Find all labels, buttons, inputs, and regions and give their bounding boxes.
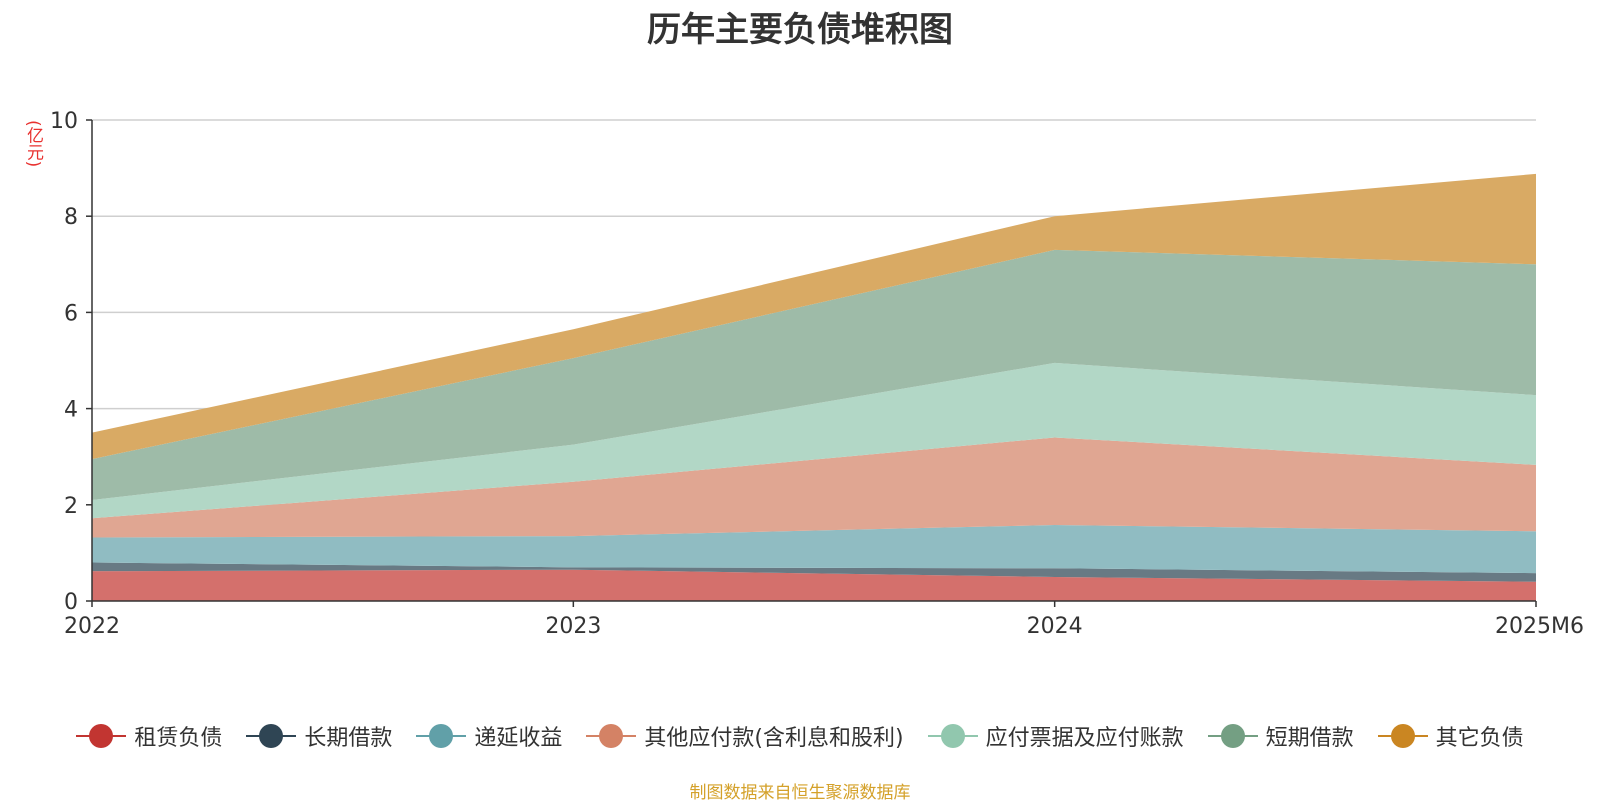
x-tick-label-1: 2023 bbox=[545, 614, 601, 639]
y-tick-label-5: 10 bbox=[50, 109, 78, 134]
legend-swatch-0 bbox=[76, 724, 127, 748]
legend-item-6[interactable]: 其它负债 bbox=[1377, 720, 1524, 752]
y-axis-unit-label: (亿元) bbox=[23, 120, 43, 168]
legend-item-5[interactable]: 短期借款 bbox=[1207, 720, 1354, 752]
y-tick-label-4: 8 bbox=[64, 205, 78, 230]
legend-item-0[interactable]: 租赁负债 bbox=[76, 720, 222, 752]
y-tick-label-1: 2 bbox=[64, 494, 78, 519]
legend-label-3: 其他应付款(含利息和股利) bbox=[644, 726, 904, 751]
x-tick-label-2: 2024 bbox=[1027, 614, 1083, 639]
legend-label-2: 递延收益 bbox=[474, 726, 563, 751]
area-series-5 bbox=[92, 249, 1536, 500]
legend-label-4: 应付票据及应付账款 bbox=[985, 726, 1184, 751]
legend: 租赁负债 长期借款 递延收益 其他应付款(含利息和股利) 应付票据及应付账款 短期借款 其它… bbox=[0, 716, 1600, 756]
area-series-2 bbox=[92, 525, 1536, 574]
legend-item-4[interactable]: 应付票据及应付账款 bbox=[927, 720, 1184, 752]
area-series-4 bbox=[92, 362, 1536, 519]
chart-title: 历年主要负债堆积图 bbox=[647, 10, 953, 50]
area-series-3 bbox=[92, 437, 1536, 538]
y-tick-label-0: 0 bbox=[64, 590, 78, 615]
x-tick-label-3: 2025M6 bbox=[1495, 614, 1584, 639]
legend-swatch-5 bbox=[1207, 724, 1258, 748]
legend-swatch-3 bbox=[586, 724, 637, 748]
legend-label-1: 长期借款 bbox=[304, 726, 393, 751]
y-tick-label-2: 4 bbox=[64, 398, 78, 423]
y-tick-label-3: 6 bbox=[64, 301, 78, 326]
legend-label-0: 租赁负债 bbox=[134, 726, 223, 751]
legend-swatch-2 bbox=[416, 724, 467, 748]
x-tick-label-0: 2022 bbox=[64, 614, 120, 639]
legend-swatch-6 bbox=[1377, 724, 1428, 748]
legend-item-3[interactable]: 其他应付款(含利息和股利) bbox=[586, 720, 904, 752]
legend-item-1[interactable]: 长期借款 bbox=[246, 720, 392, 752]
legend-item-2[interactable]: 递延收益 bbox=[416, 720, 562, 752]
area-series bbox=[92, 173, 1536, 601]
area-series-1 bbox=[92, 562, 1536, 582]
legend-swatch-1 bbox=[246, 724, 297, 748]
area-series-6 bbox=[92, 173, 1536, 460]
legend-label-6: 其它负债 bbox=[1435, 726, 1524, 751]
area-series-0 bbox=[92, 569, 1536, 601]
data-source-note: 制图数据来自恒生聚源数据库 bbox=[689, 783, 911, 803]
legend-swatch-4 bbox=[927, 724, 978, 748]
legend-label-5: 短期借款 bbox=[1265, 726, 1354, 751]
axes: 0 2 4 6 8 10 2022 2023 2024 2025M6 bbox=[50, 109, 1584, 639]
